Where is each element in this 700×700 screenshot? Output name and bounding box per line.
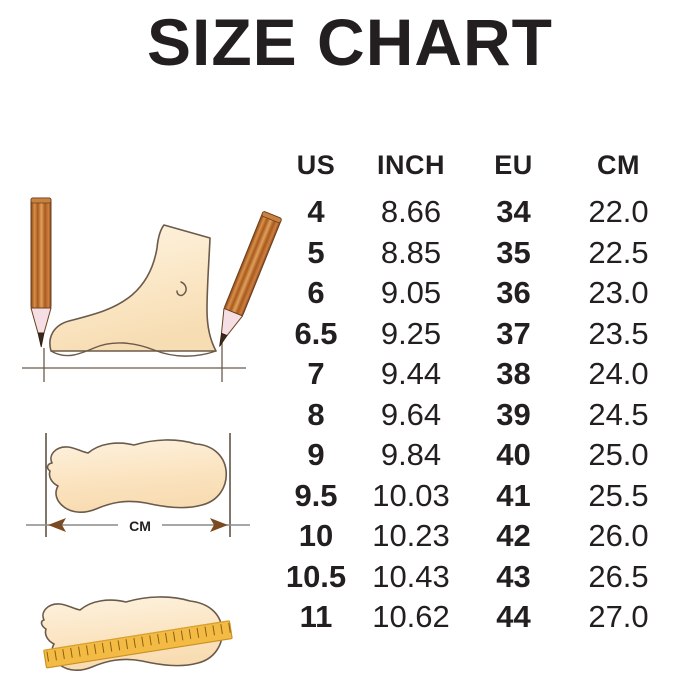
cell-cm: 27.0 xyxy=(588,599,649,635)
cell-inch: 10.43 xyxy=(372,558,450,594)
cell-cm: 23.5 xyxy=(588,315,649,351)
cell-us: 8 xyxy=(307,396,325,432)
footprint-cm-svg: CM xyxy=(26,433,250,537)
cell-cm: 24.5 xyxy=(588,396,649,432)
footprint-tape-svg xyxy=(40,596,233,671)
cell-inch: 9.44 xyxy=(380,356,442,392)
foot-side-outline xyxy=(49,224,217,352)
cm-arrow-left xyxy=(48,518,66,532)
cell-inch: 8.66 xyxy=(380,194,442,230)
table-row: 8 9.64 39 24.5 xyxy=(276,395,676,436)
cell-us: 6 xyxy=(307,275,325,311)
page-title: SIZE CHART xyxy=(147,5,553,79)
column-header-inch: INCH xyxy=(377,150,445,181)
cell-us: 10.5 xyxy=(285,558,347,594)
measuring-tape-icon xyxy=(43,620,233,669)
cell-eu: 43 xyxy=(496,558,531,594)
cell-us: 9 xyxy=(307,437,325,473)
ankle-bone-mark xyxy=(176,281,187,297)
column-header-us: US xyxy=(296,150,336,181)
table-row: 10.5 10.43 43 26.5 xyxy=(276,557,676,598)
cell-cm: 26.5 xyxy=(588,558,649,594)
cell-us: 6.5 xyxy=(294,315,338,351)
tape-top-edge xyxy=(43,620,230,651)
cell-cm: 25.0 xyxy=(588,437,649,473)
size-table-head: US INCH EU CM xyxy=(276,140,676,192)
cell-inch: 10.62 xyxy=(372,599,450,635)
table-row: 4 8.66 34 22.0 xyxy=(276,192,676,233)
column-header-eu: EU xyxy=(494,150,533,181)
cell-inch: 9.64 xyxy=(380,396,442,432)
cell-us: 5 xyxy=(307,234,325,270)
cell-us: 7 xyxy=(307,356,325,392)
cell-eu: 41 xyxy=(496,477,531,513)
cell-eu: 38 xyxy=(496,356,531,392)
cell-eu: 36 xyxy=(496,275,531,311)
cell-eu: 37 xyxy=(496,315,531,351)
footprint-tape-illustration xyxy=(14,580,284,695)
cell-us: 10 xyxy=(298,518,334,554)
column-header-cm: CM xyxy=(597,150,640,181)
cell-cm: 26.0 xyxy=(588,518,649,554)
cm-label-background xyxy=(118,514,162,536)
cm-arrow-right xyxy=(210,518,228,532)
table-row: 11 10.62 44 27.0 xyxy=(276,597,676,638)
illustration-group: CM xyxy=(14,190,284,690)
cell-inch: 9.25 xyxy=(380,315,442,351)
cell-eu: 40 xyxy=(496,437,531,473)
table-row: 7 9.44 38 24.0 xyxy=(276,354,676,395)
foot-sole-arch xyxy=(50,342,217,357)
size-table: US INCH EU CM 4 8.66 34 22.0 5 8.85 35 22.5 6 9.0… xyxy=(276,140,676,638)
pencil-right-icon xyxy=(219,211,282,347)
cell-us: 11 xyxy=(299,599,333,635)
cell-eu: 44 xyxy=(496,599,531,635)
cell-inch: 9.84 xyxy=(380,437,442,473)
foot-side-view-illustration xyxy=(14,190,284,395)
footprint-cm-illustration: CM xyxy=(14,415,284,570)
cell-inch: 10.23 xyxy=(372,518,450,554)
cell-cm: 22.5 xyxy=(588,234,649,270)
size-table-container: US INCH EU CM 4 8.66 34 22.0 5 8.85 35 22.5 6 9.0… xyxy=(276,140,686,638)
footprint-outline xyxy=(46,439,227,513)
size-table-body: 4 8.66 34 22.0 5 8.85 35 22.5 6 9.05 36 23.0 6.5 9.25… xyxy=(276,192,676,638)
cell-cm: 25.5 xyxy=(588,477,649,513)
cell-eu: 34 xyxy=(496,194,531,230)
pencil-left-icon xyxy=(30,197,52,348)
cell-cm: 23.0 xyxy=(588,275,649,311)
cell-inch: 9.05 xyxy=(380,275,442,311)
cell-cm: 22.0 xyxy=(588,194,649,230)
table-row: 9 9.84 40 25.0 xyxy=(276,435,676,476)
cell-us: 9.5 xyxy=(294,477,338,513)
table-row: 6.5 9.25 37 23.5 xyxy=(276,314,676,355)
cell-inch: 8.85 xyxy=(380,234,442,270)
table-row: 10 10.23 42 26.0 xyxy=(276,516,676,557)
cm-dimension-label: CM xyxy=(129,518,151,534)
table-header-row: US INCH EU CM xyxy=(276,140,676,192)
table-row: 9.5 10.03 41 25.5 xyxy=(276,476,676,517)
cell-us: 4 xyxy=(307,194,325,230)
cell-eu: 35 xyxy=(496,234,531,270)
foot-side-view-svg xyxy=(22,197,282,382)
cell-inch: 10.03 xyxy=(372,477,450,513)
table-row: 6 9.05 36 23.0 xyxy=(276,273,676,314)
cell-cm: 24.0 xyxy=(588,356,649,392)
tape-tick-marks xyxy=(43,620,233,668)
cell-eu: 39 xyxy=(496,396,531,432)
table-row: 5 8.85 35 22.5 xyxy=(276,233,676,274)
cell-eu: 42 xyxy=(496,518,531,554)
